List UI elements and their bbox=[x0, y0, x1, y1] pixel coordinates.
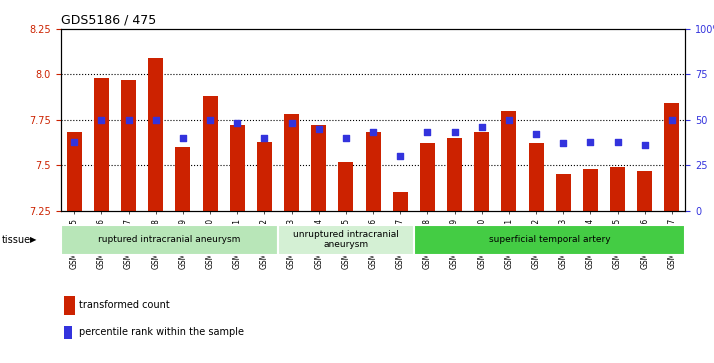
Bar bbox=[338, 162, 353, 211]
Text: GDS5186 / 475: GDS5186 / 475 bbox=[61, 13, 156, 26]
Text: ▶: ▶ bbox=[30, 235, 36, 244]
Point bbox=[367, 130, 378, 135]
Point bbox=[150, 117, 161, 123]
Point bbox=[503, 117, 515, 123]
Bar bbox=[665, 103, 679, 211]
Point bbox=[558, 140, 569, 146]
Point bbox=[69, 139, 80, 144]
Point bbox=[286, 121, 297, 126]
Bar bbox=[610, 167, 625, 211]
Text: tissue: tissue bbox=[1, 234, 31, 245]
Point bbox=[340, 135, 351, 141]
Bar bbox=[64, 296, 75, 314]
Text: unruptured intracranial
aneurysm: unruptured intracranial aneurysm bbox=[293, 230, 399, 249]
FancyBboxPatch shape bbox=[414, 225, 685, 254]
Point bbox=[204, 117, 216, 123]
Point bbox=[422, 130, 433, 135]
Bar bbox=[203, 96, 218, 211]
Bar bbox=[230, 125, 245, 211]
Point bbox=[531, 131, 542, 137]
FancyBboxPatch shape bbox=[278, 225, 414, 254]
Bar bbox=[149, 58, 164, 211]
Text: superficial temporal artery: superficial temporal artery bbox=[489, 235, 610, 244]
Bar bbox=[94, 78, 109, 211]
Point bbox=[666, 117, 678, 123]
Point bbox=[612, 139, 623, 144]
Point bbox=[258, 135, 270, 141]
Point bbox=[585, 139, 596, 144]
Bar bbox=[176, 147, 191, 211]
Point bbox=[449, 130, 461, 135]
Bar bbox=[474, 132, 489, 211]
Point bbox=[313, 126, 324, 132]
Bar bbox=[528, 143, 543, 211]
Bar bbox=[420, 143, 435, 211]
Bar bbox=[637, 171, 652, 211]
Text: transformed count: transformed count bbox=[79, 300, 170, 310]
Point bbox=[395, 153, 406, 159]
Bar bbox=[257, 142, 272, 211]
Point bbox=[96, 117, 107, 123]
Bar bbox=[366, 132, 381, 211]
Bar bbox=[555, 174, 570, 211]
Point bbox=[231, 121, 243, 126]
FancyBboxPatch shape bbox=[61, 225, 278, 254]
Bar bbox=[64, 326, 72, 339]
Point bbox=[476, 124, 488, 130]
Point bbox=[177, 135, 188, 141]
Text: ruptured intracranial aneurysm: ruptured intracranial aneurysm bbox=[98, 235, 241, 244]
Bar bbox=[67, 132, 81, 211]
Bar bbox=[501, 111, 516, 211]
Point bbox=[639, 142, 650, 148]
Point bbox=[123, 117, 134, 123]
Bar bbox=[583, 169, 598, 211]
Text: percentile rank within the sample: percentile rank within the sample bbox=[79, 327, 244, 337]
Bar bbox=[311, 125, 326, 211]
Bar bbox=[447, 138, 462, 211]
Bar bbox=[284, 114, 299, 211]
Bar bbox=[393, 192, 408, 211]
Bar bbox=[121, 80, 136, 211]
